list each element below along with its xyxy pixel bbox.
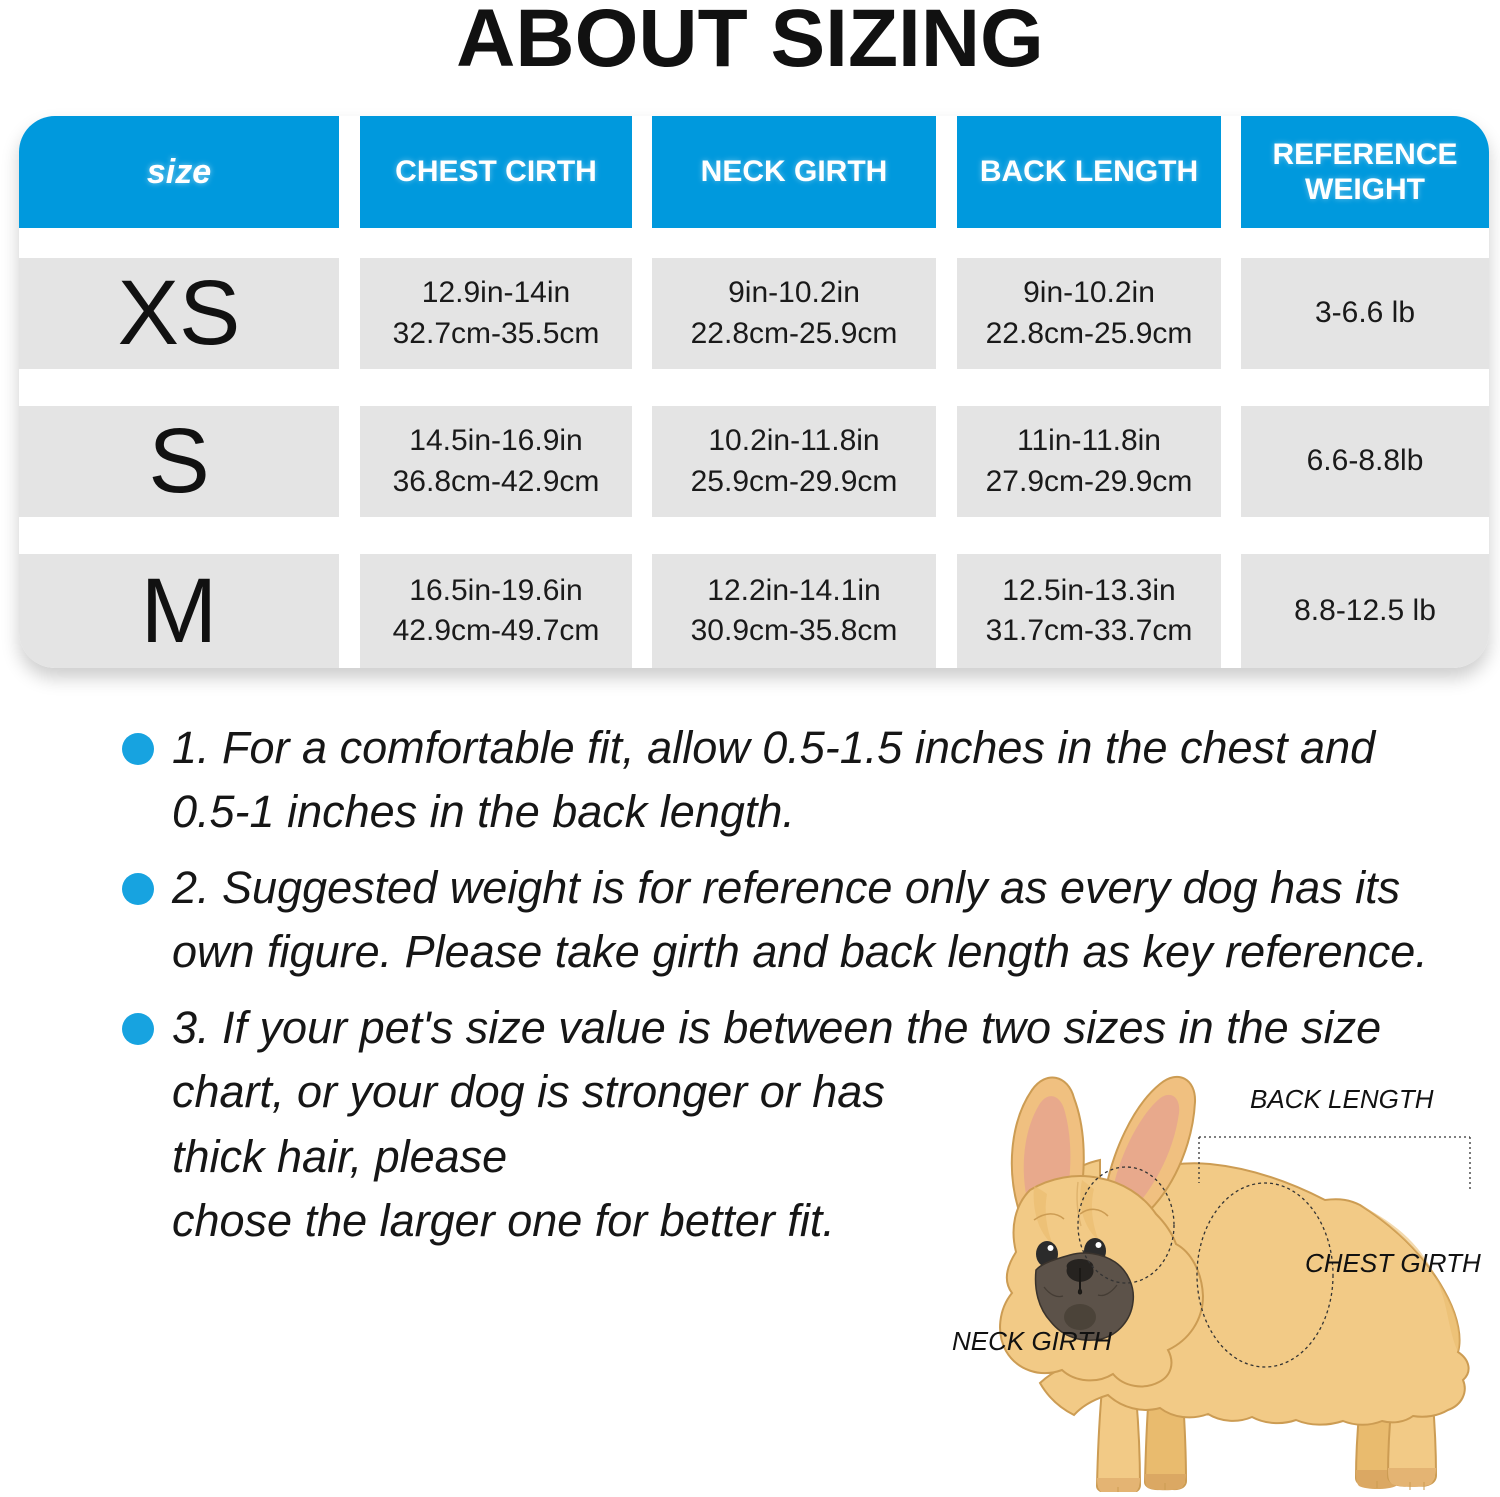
svg-text:BACK LENGTH: BACK LENGTH [1250,1084,1434,1114]
svg-text:CHEST GIRTH: CHEST GIRTH [1305,1248,1481,1278]
svg-text:NECK GIRTH: NECK GIRTH [952,1326,1112,1356]
